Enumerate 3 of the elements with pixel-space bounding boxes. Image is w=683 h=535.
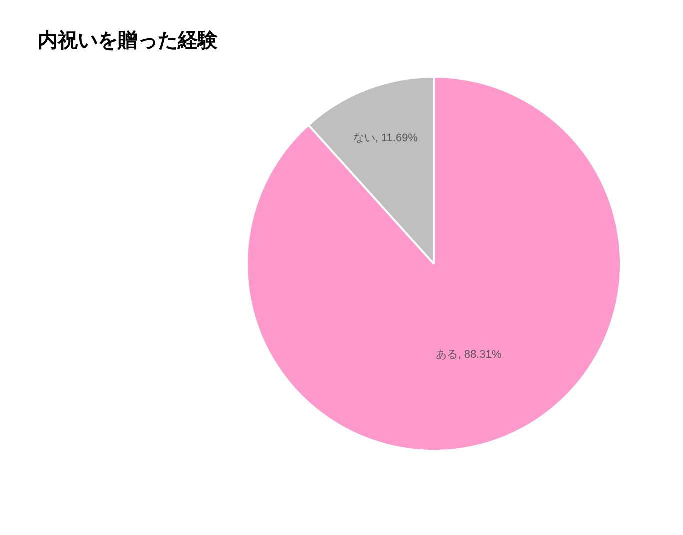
slice-label: ある, 88.31% <box>436 348 502 361</box>
chart-title: 内祝いを贈った経験 <box>38 28 219 52</box>
slice-label: ない, 11.69% <box>353 132 418 144</box>
